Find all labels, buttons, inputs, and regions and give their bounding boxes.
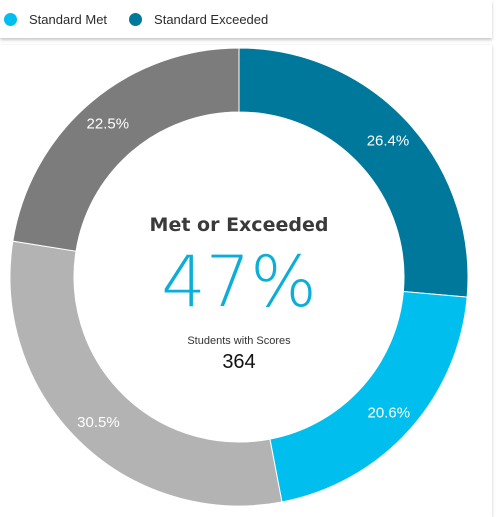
slice-labels: 26.4% 20.6% 30.5% 22.5%	[77, 115, 410, 431]
donut-slice-1[interactable]	[269, 290, 468, 503]
center-title: Met or Exceeded	[150, 214, 329, 236]
donut-chart: 26.4% 20.6% 30.5% 22.5% Met or Exceeded 47%…	[9, 47, 469, 507]
donut-slice-0[interactable]	[238, 47, 469, 298]
legend-item-standard-met[interactable]: Standard Met	[4, 12, 107, 27]
legend-label: Standard Met	[29, 11, 108, 27]
donut-slice-3[interactable]	[12, 47, 240, 252]
donut-slices	[9, 47, 469, 507]
center-count: 364	[222, 351, 255, 373]
standard-exceeded-swatch-icon	[129, 12, 143, 26]
legend-item-standard-exceeded[interactable]: Standard Exceeded	[129, 12, 268, 27]
center-percent: 47%	[161, 241, 317, 323]
slice-label-0: 26.4%	[367, 133, 410, 150]
center-subtitle: Students with Scores	[187, 335, 291, 347]
legend: Standard Met Standard Exceeded	[0, 0, 492, 38]
standard-met-swatch-icon	[4, 12, 17, 26]
chart-card: 26.4% 20.6% 30.5% 22.5% Met or Exceeded 47%…	[0, 45, 492, 517]
slice-label-2: 30.5%	[77, 414, 120, 431]
legend-label: Standard Exceeded	[154, 11, 269, 27]
slice-label-3: 22.5%	[87, 115, 130, 132]
donut-slice-2[interactable]	[9, 240, 283, 507]
slice-label-1: 20.6%	[368, 404, 411, 421]
